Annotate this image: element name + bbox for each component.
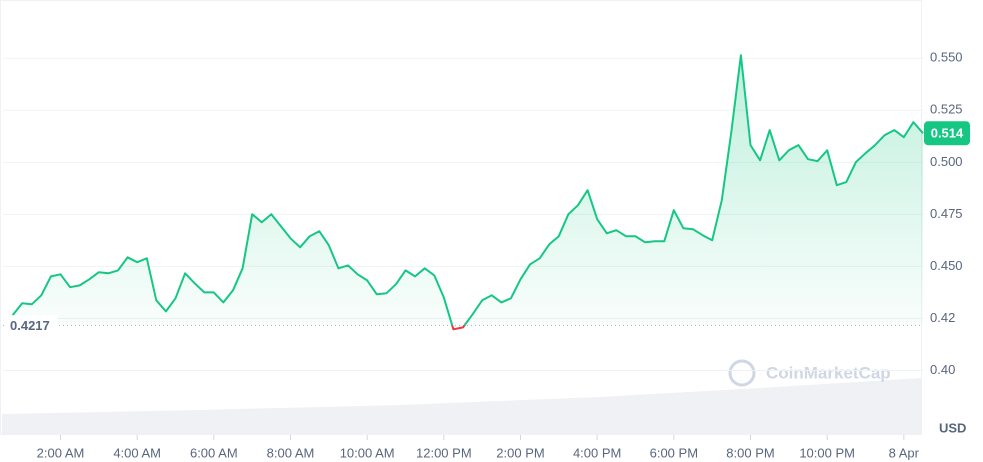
x-tick-label: 2:00 PM — [496, 445, 544, 460]
y-tick-label: 0.500 — [930, 154, 963, 169]
y-tick-label: 0.475 — [930, 206, 963, 221]
x-tick-label: 12:00 PM — [416, 445, 472, 460]
volume-bars — [2, 378, 922, 435]
y-tick-label: 0.42 — [930, 310, 955, 325]
baseline-label: 0.4217 — [10, 318, 50, 333]
y-tick-label: 0.525 — [930, 102, 963, 117]
watermark-text: CoinMarketCap — [766, 363, 891, 382]
x-tick-label: 6:00 PM — [650, 445, 698, 460]
x-tick-label: 8 Apr — [889, 445, 920, 460]
price-line — [11, 54, 924, 331]
x-tick-label: 8:00 AM — [267, 445, 315, 460]
x-tick-label: 6:00 AM — [190, 445, 238, 460]
watermark-logo — [728, 359, 756, 387]
x-tick-label: 10:00 PM — [799, 445, 855, 460]
x-tick-label: 4:00 PM — [573, 445, 621, 460]
currency-label: USD — [939, 420, 966, 435]
watermark: CoinMarketCap — [728, 359, 891, 387]
x-tick-label: 4:00 AM — [113, 445, 161, 460]
price-area — [12, 55, 924, 330]
y-tick-label: 0.550 — [930, 50, 963, 65]
x-tick-label: 10:00 AM — [340, 445, 395, 460]
x-tick-label: 2:00 AM — [37, 445, 85, 460]
price-badge — [924, 121, 970, 146]
price-badge-label: 0.514 — [931, 126, 964, 141]
x-tick-label: 8:00 PM — [726, 445, 774, 460]
y-tick-label: 0.450 — [930, 258, 963, 273]
y-tick-label: 0.40 — [930, 362, 955, 377]
baseline-label-bg — [4, 315, 58, 336]
